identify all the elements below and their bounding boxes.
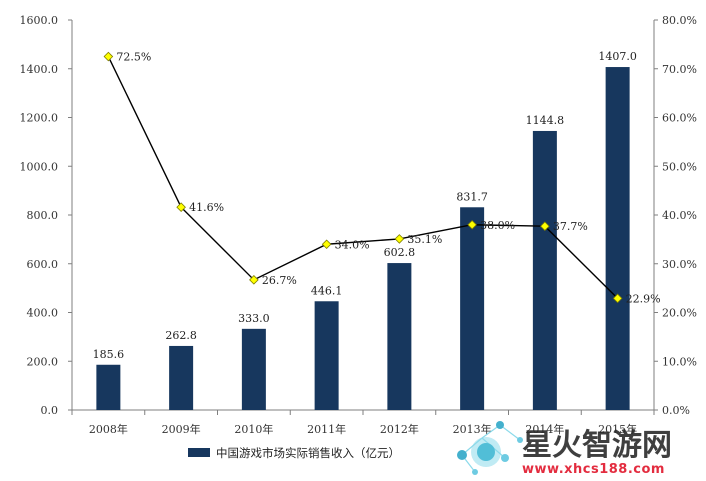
chart-axes: 0.0 200.0 400.0 600.0 800.0 1000.0 1200.0 1400.… (20, 14, 697, 436)
line-value-label: 37.7% (553, 220, 588, 233)
bar-value-label: 446.1 (311, 284, 343, 297)
right-tick-label: 60.0% (662, 112, 697, 125)
line-value-label: 72.5% (116, 51, 151, 64)
x-tick-label: 2009年 (162, 422, 201, 436)
bar-value-label: 185.6 (93, 348, 125, 361)
line-point-marker (394, 234, 405, 244)
x-tick-label: 2010年 (234, 422, 273, 436)
line-value-label: 38.0% (480, 219, 515, 232)
x-tick-label: 2012年 (380, 422, 419, 436)
bar-value-label: 1144.8 (526, 114, 565, 127)
bar (314, 301, 339, 410)
left-tick-label: 1400.0 (20, 63, 59, 76)
bar (96, 364, 121, 410)
legend-swatch (188, 448, 210, 457)
line-point-marker (612, 293, 623, 304)
x-tick-label: 2015年 (598, 422, 637, 436)
growth-line (107, 56, 619, 299)
right-tick-label: 40.0% (662, 209, 697, 222)
bar-value-label: 262.8 (165, 329, 197, 342)
left-tick-label: 1600.0 (20, 14, 59, 27)
x-tick-label: 2014年 (525, 422, 564, 436)
watermark-url: www.xhcs188.com (522, 462, 665, 477)
legend: 中国游戏市场实际销售收入（亿元） (188, 446, 400, 460)
left-tick-label: 1000.0 (20, 160, 59, 173)
bar (460, 207, 485, 410)
bar (169, 345, 194, 410)
left-tick-label: 0.0 (41, 404, 59, 417)
legend-label: 中国游戏市场实际销售收入（亿元） (216, 446, 400, 460)
x-tick-label: 2013年 (453, 422, 492, 436)
line-point-marker (103, 51, 114, 62)
watermark: 星火智游网 www.xhcs188.com (457, 421, 672, 477)
right-tick-label: 10.0% (662, 355, 697, 368)
bar (605, 67, 630, 410)
right-tick-label: 80.0% (662, 14, 697, 27)
line-point-marker (176, 202, 186, 213)
bar-value-label: 831.7 (456, 190, 488, 203)
line-point-marker (321, 239, 332, 250)
left-tick-label: 200.0 (27, 355, 59, 368)
line-point-marker (249, 275, 259, 285)
left-tick-label: 400.0 (27, 307, 59, 320)
x-tick-label: 2011年 (307, 422, 346, 436)
line-point-marker (467, 219, 477, 230)
line-value-label: 26.7% (262, 274, 297, 287)
right-tick-label: 50.0% (662, 160, 697, 173)
right-tick-label: 70.0% (662, 63, 697, 76)
bar-value-label: 333.0 (238, 312, 270, 325)
line-value-label: 41.6% (189, 201, 224, 214)
left-tick-label: 600.0 (27, 258, 59, 271)
bar-series (96, 67, 630, 410)
x-tick-label: 2008年 (89, 422, 128, 436)
bar-value-label: 1407.0 (598, 50, 637, 63)
line-value-label: 35.1% (407, 233, 442, 246)
left-tick-label: 800.0 (27, 209, 59, 222)
bar (241, 328, 266, 410)
line-value-label: 34.0% (335, 238, 370, 251)
right-tick-label: 20.0% (662, 307, 697, 320)
right-tick-label: 0.0% (662, 404, 690, 417)
bar (387, 263, 412, 410)
left-tick-label: 1200.0 (20, 112, 59, 125)
line-series (103, 51, 623, 304)
watermark-logo-icon (457, 421, 523, 475)
line-point-marker (540, 221, 550, 232)
bar (532, 130, 557, 410)
data-labels: 185.6 262.8 333.0 446.1 602.8 831.7 1144.8 1407… (93, 50, 661, 361)
line-value-label: 22.9% (626, 292, 661, 305)
right-tick-label: 30.0% (662, 258, 697, 271)
watermark-title: 星火智游网 (522, 428, 672, 463)
bar-value-label: 602.8 (384, 246, 416, 259)
